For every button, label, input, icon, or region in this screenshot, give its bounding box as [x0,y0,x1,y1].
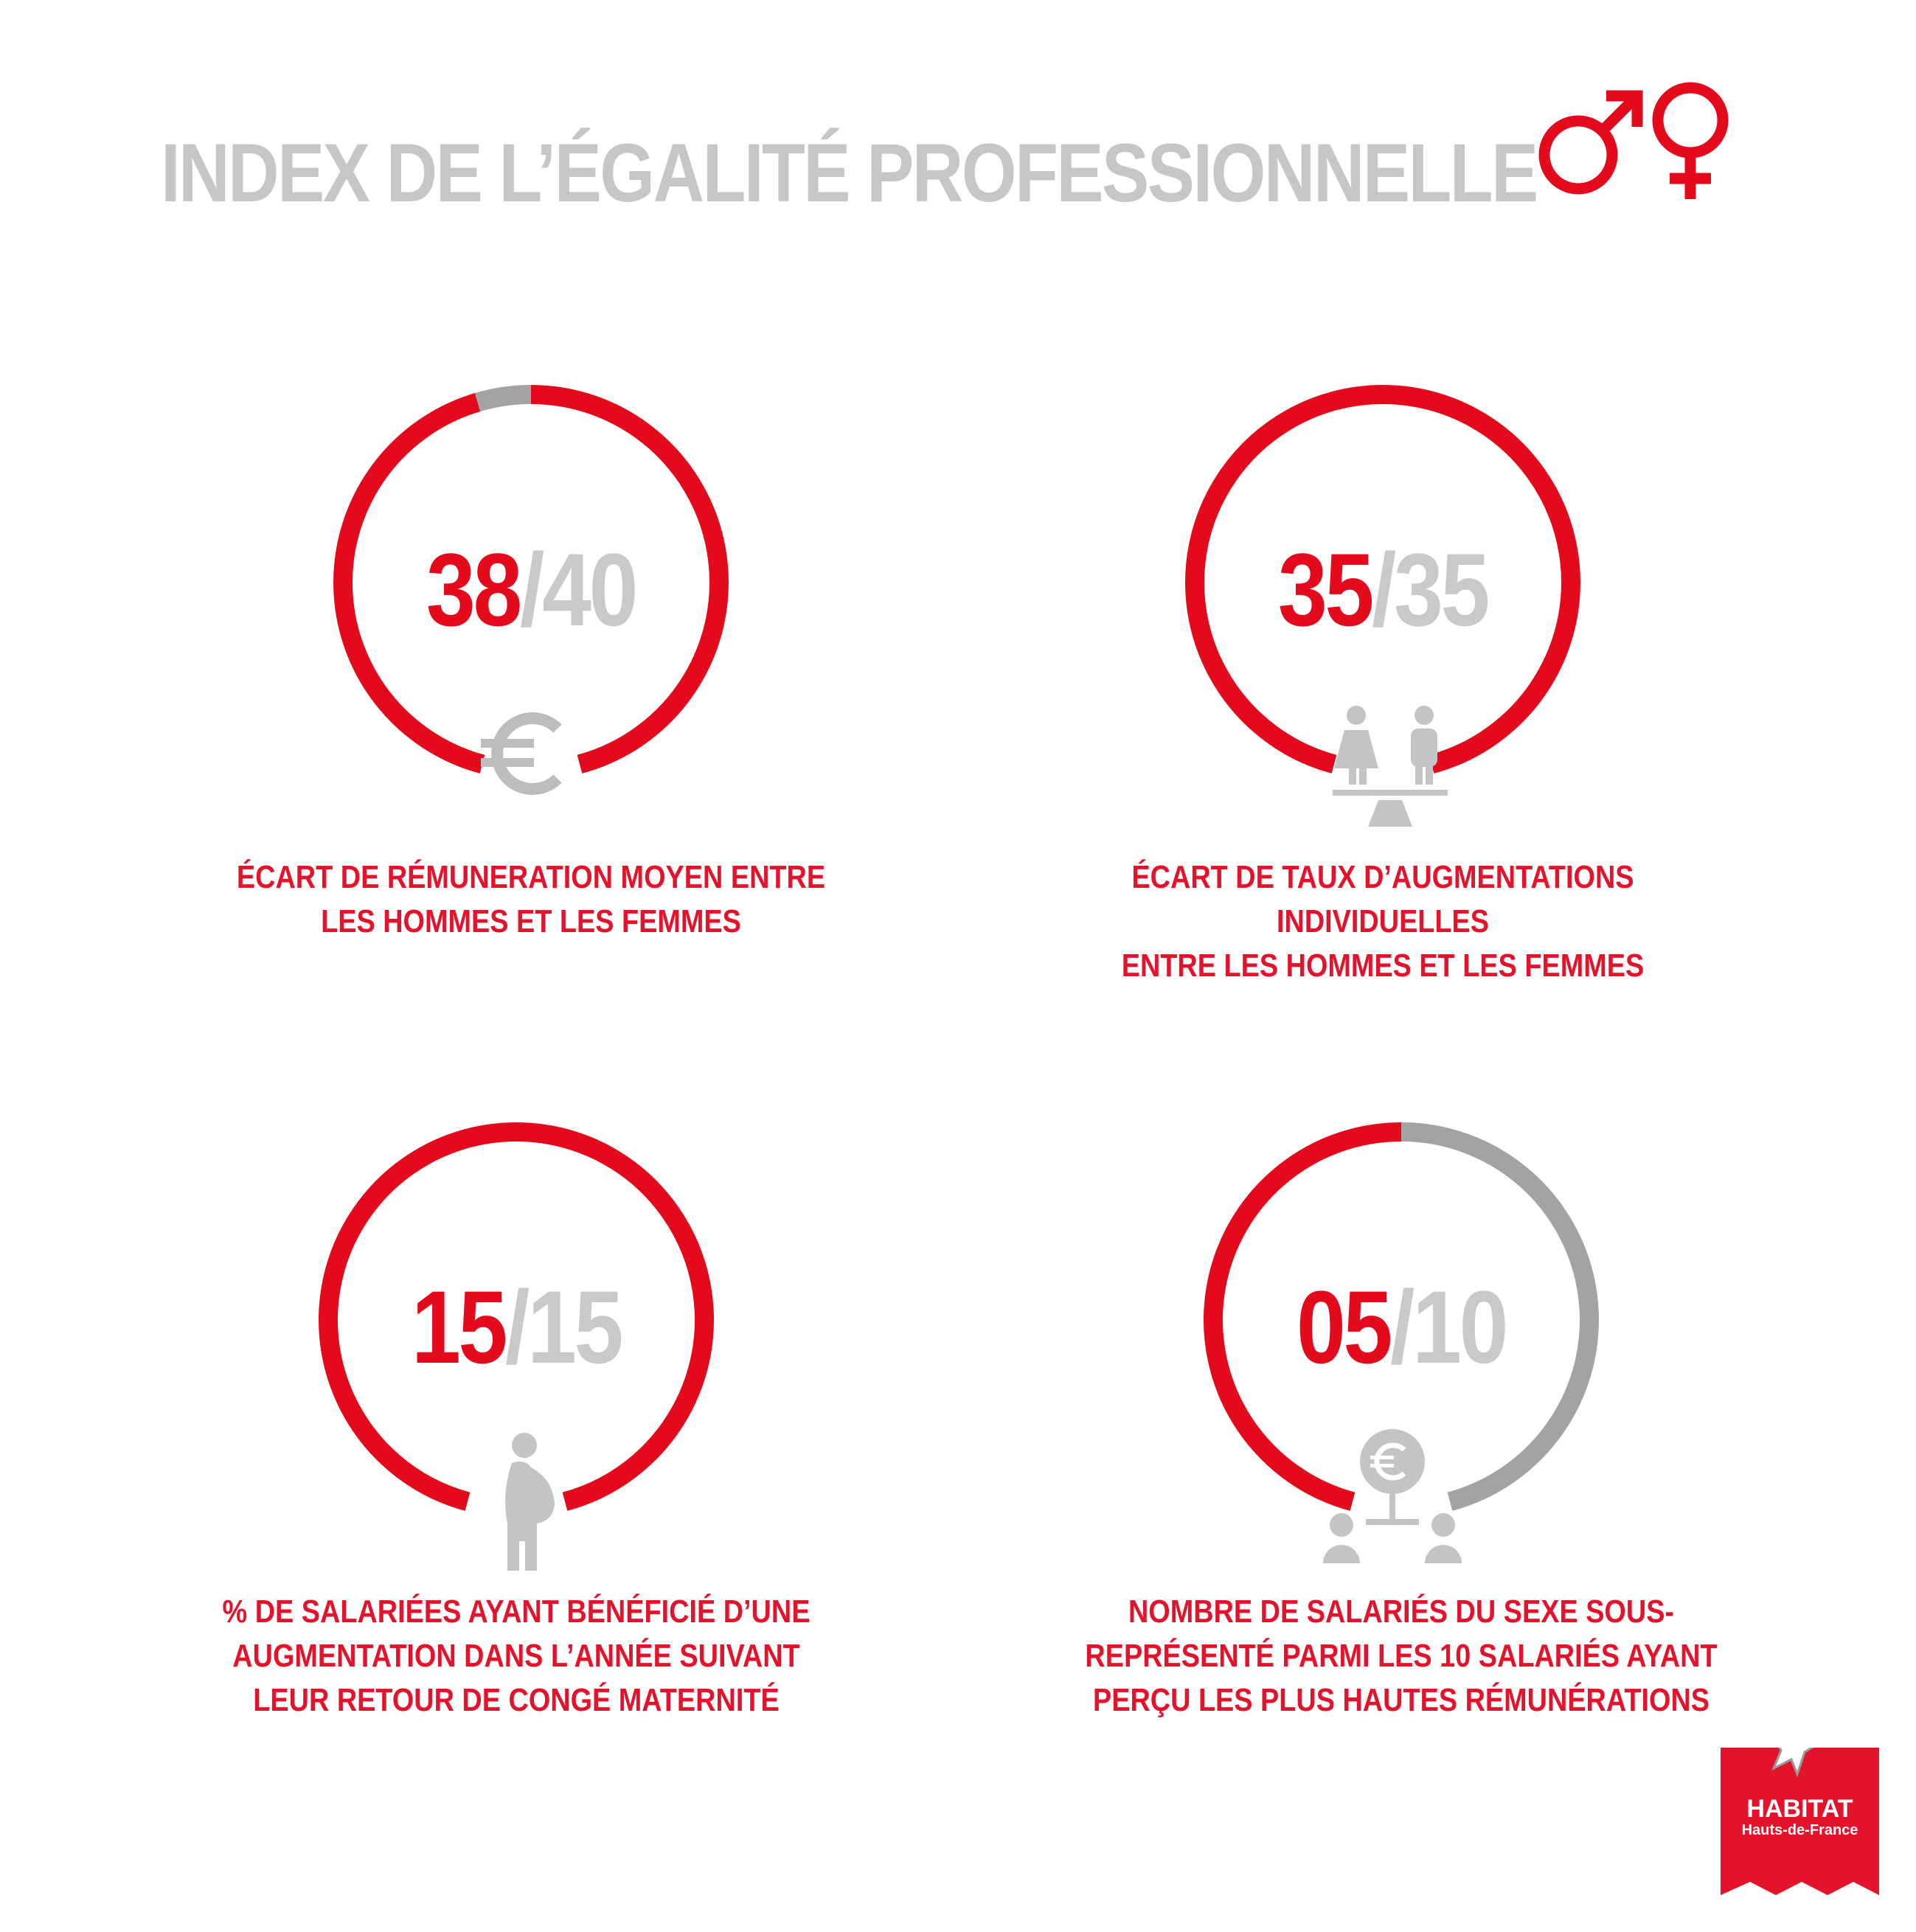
indicator-card-top-salaries: 05/10 NOMBRE DE SALARIÉS DU SEXE SOUS- RE… [1032,1121,1770,1932]
euro-icon [481,712,562,795]
ring-red-arc [1185,385,1580,774]
score-ring [333,385,729,795]
habitat-logo: HABITAT Hauts-de-France [1721,1748,1879,1895]
balance-people-icon [1334,706,1437,785]
ring-grey-arc [474,385,532,412]
score-value: 05/10 [1296,1269,1509,1385]
indicator-card-maternity-return: 15/15 % DE SALARIÉES AYANT BÉNÉFICIÉ D’U… [147,1121,885,1932]
score-ring [1204,1122,1599,1563]
indicator-label: % DE SALARIÉES AYANT BÉNÉFICIÉ D’UNE AUGM… [222,1594,811,1718]
score-ring [319,1122,714,1571]
indicator-label: ÉCART DE TAUX D’AUGMENTATIONS INDIVIDUEL… [1121,859,1645,984]
page-title: INDEX DE L’ÉGALITÉ PROFESSIONNELLE [161,127,1538,219]
ring-red-arc [319,1122,714,1511]
bird-logo-icon [1771,1748,1814,1778]
score-value: 15/15 [411,1269,624,1385]
indicator-label: NOMBRE DE SALARIÉS DU SEXE SOUS- REPRÉSEN… [1085,1594,1718,1718]
indicator-label: ÉCART DE RÉMUNERATION MOYEN ENTRE LES HOM… [236,859,826,939]
ring-grey-arc [1400,1122,1599,1511]
top-salaries-people-icon [1323,1429,1462,1563]
score-value: 35/35 [1277,532,1490,647]
ring-red-arc [1204,1122,1402,1511]
logo-brand-name: HABITAT [1746,1795,1853,1823]
male-female-symbols-icon [1538,82,1729,199]
indicator-card-salary-gap: 38/40 ÉCART DE RÉMUNERATION MOYEN ENTRE L… [162,383,900,1195]
pregnant-woman-icon [505,1433,555,1571]
indicator-card-raise-gap: 35/35 ÉCART DE TAUX D’AUGMENTATIONS INDI… [1014,383,1752,1195]
ring-red-arc [333,385,729,774]
logo-brand-region: Hauts-de-France [1741,1822,1858,1838]
score-value: 38/40 [426,532,639,647]
score-ring [1185,385,1580,827]
